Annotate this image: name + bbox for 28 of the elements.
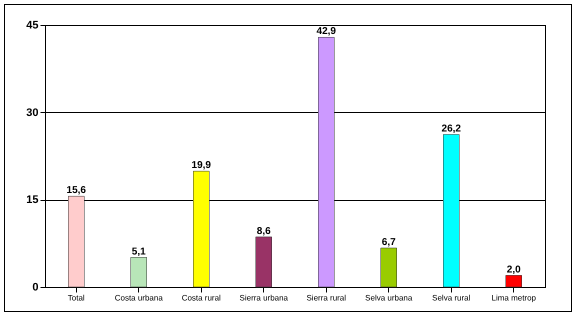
bar [506,275,522,288]
data-label: 15,6 [66,185,86,196]
data-label: 2,0 [506,264,522,276]
bar [130,257,147,288]
bar [443,134,460,288]
data-label: 19,9 [192,160,212,172]
y-tick-label: 0 [32,282,38,294]
y-tick-label: 30 [26,106,38,119]
x-tick-label: Lima metrop [492,294,537,302]
x-tick-label: Costa rural [182,294,222,302]
bar [380,248,397,288]
y-tick-label: 15 [26,194,38,206]
x-tick-label: Costa urbana [114,294,164,302]
x-tick-label: Sierra rural [306,294,346,302]
x-tick-label: Sierra urbana [240,294,289,302]
data-label: 26,2 [442,123,462,134]
data-label: 6,7 [382,236,396,248]
x-tick-label: Selva rural [432,294,471,302]
x-tick-label: Selva urbana [365,294,413,302]
data-label: 5,1 [132,246,146,258]
bar [68,196,84,288]
bar [318,36,334,288]
bar [193,170,210,288]
x-tick-label: Total [68,294,85,302]
y-tick-label: 45 [26,20,38,32]
data-label: 8,6 [256,226,272,237]
data-label: 42,9 [316,26,336,38]
bar [256,236,272,288]
